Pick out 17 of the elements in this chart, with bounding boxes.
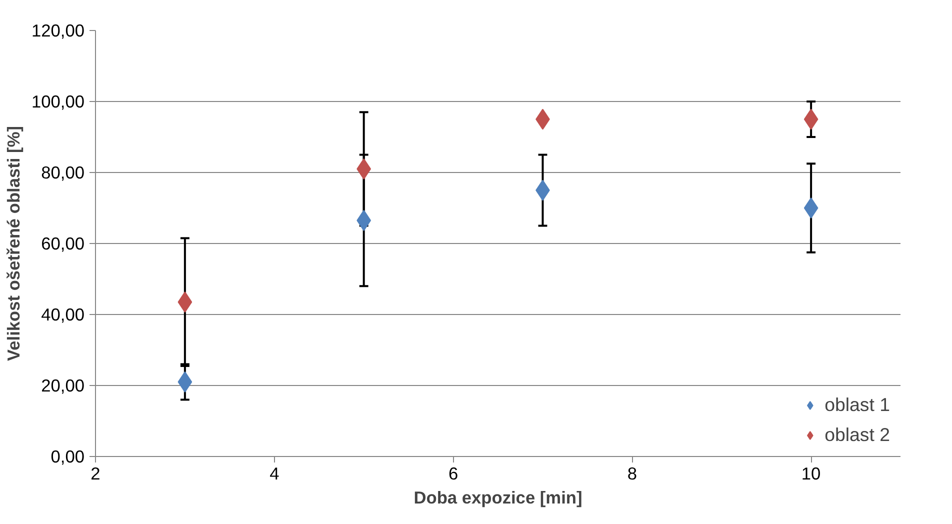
- x-tick-label: 6: [448, 464, 458, 484]
- y-axis-title: Velikost ošetřené oblasti [%]: [4, 126, 24, 361]
- y-tick-label: 80,00: [41, 162, 85, 182]
- x-tick-label: 2: [90, 464, 100, 484]
- point: [804, 198, 818, 218]
- y-tick-label: 100,00: [32, 92, 84, 112]
- y-tick-label: 60,00: [41, 234, 85, 254]
- x-axis-title: Doba expozice [min]: [414, 488, 582, 508]
- y-tick-label: 40,00: [41, 304, 85, 324]
- y-tick-label: 120,00: [32, 20, 84, 40]
- legend-label: oblast 2: [824, 424, 890, 446]
- legend-label: oblast 1: [824, 394, 890, 416]
- x-tick-label: 4: [270, 464, 280, 484]
- y-tick-label: 0,00: [50, 446, 85, 466]
- x-tick-label: 10: [801, 464, 821, 484]
- y-tick-label: 20,00: [41, 376, 85, 396]
- x-tick-label: 8: [627, 464, 637, 484]
